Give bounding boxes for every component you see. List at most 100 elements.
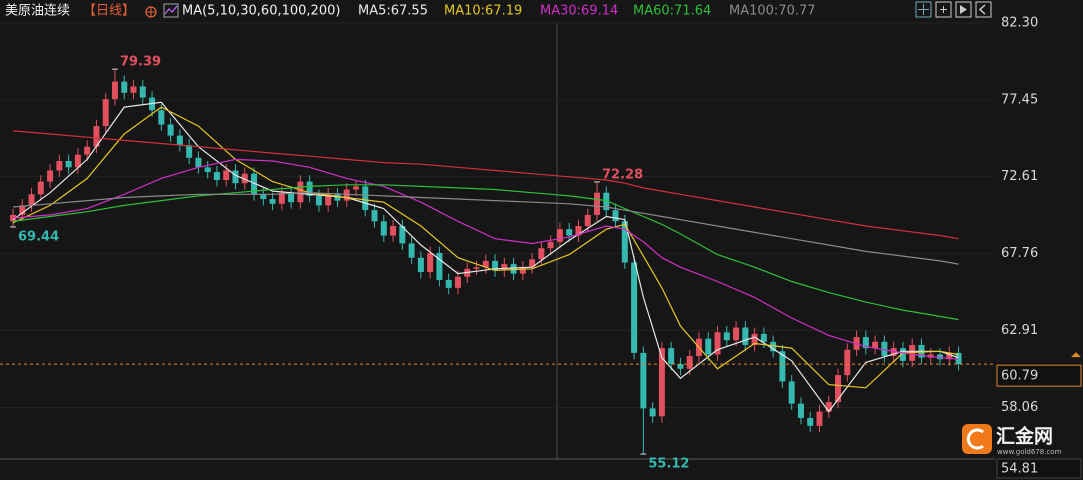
candle-body: [603, 192, 610, 211]
candle-body: [872, 341, 879, 349]
candle-body: [529, 259, 536, 268]
candle-body: [102, 99, 109, 127]
ma-line: [12, 101, 959, 413]
candle-body: [788, 381, 795, 404]
min-box: [996, 458, 1082, 479]
candle-body: [343, 189, 350, 201]
y-tick-label: 82.30: [1001, 16, 1038, 31]
candle-body: [334, 194, 341, 201]
annotation: 79.39: [120, 55, 161, 70]
candle-body: [566, 229, 573, 236]
candle-body: [510, 264, 517, 274]
candle-body: [816, 411, 823, 426]
candle-body: [93, 126, 100, 147]
candle-body: [473, 267, 480, 269]
legend-entry: MA5:67.55: [358, 4, 428, 19]
candle-body: [445, 279, 452, 288]
y-tick-label: 62.91: [1001, 323, 1038, 338]
period[interactable]: 【日线】: [83, 4, 135, 19]
candle-body: [65, 160, 72, 168]
toolbar[interactable]: [915, 1, 992, 18]
candle-body: [278, 192, 285, 204]
candle-body: [232, 170, 239, 184]
candle-body: [454, 276, 461, 288]
candle-body: [251, 173, 258, 195]
candle-body: [269, 199, 276, 204]
legend-entry: MA60:71.64: [633, 4, 711, 19]
y-tick-label: 72.61: [1001, 169, 1038, 184]
candle-body: [538, 248, 545, 260]
price-box: [996, 364, 1082, 387]
candle-body: [575, 226, 582, 236]
candle-body: [158, 110, 165, 125]
chart-title: 美原油连续: [5, 3, 70, 19]
candle-body: [260, 194, 267, 200]
candle-body: [937, 354, 943, 360]
indicator-icon[interactable]: [163, 3, 179, 18]
candle-body: [658, 348, 665, 417]
candle-body: [631, 262, 638, 353]
candle-body: [380, 221, 387, 236]
annotation: 55.12: [648, 457, 689, 472]
candle-body: [714, 332, 721, 355]
candle-body: [556, 229, 563, 242]
price-pointer: [1071, 352, 1081, 358]
candle-body: [640, 352, 647, 409]
candle-body: [492, 260, 499, 271]
candle-body: [955, 352, 962, 365]
candle-body: [213, 172, 220, 181]
candle-body: [352, 186, 359, 190]
candle-body: [241, 173, 248, 184]
candle-body: [807, 417, 814, 426]
candle-body: [121, 81, 128, 93]
legend-entry: MA10:67.19: [444, 4, 522, 19]
y-tick-label: 58.06: [1001, 400, 1038, 415]
candle-body: [899, 348, 906, 361]
candle-body: [779, 351, 786, 382]
candle-body: [594, 192, 601, 215]
candle-body: [47, 170, 54, 182]
price-label: 60.79: [1001, 369, 1038, 384]
ma-line: [12, 192, 959, 265]
candle-body: [139, 86, 146, 98]
add-icon[interactable]: [145, 6, 157, 18]
candle-body: [705, 338, 712, 355]
candle-body: [74, 154, 81, 168]
y-tick-label: 67.76: [1001, 246, 1038, 261]
candle-body: [825, 402, 832, 412]
watermark: 汇金网 www.gold678.com: [962, 424, 1062, 456]
candle-body: [315, 195, 322, 206]
candle-body: [946, 352, 953, 360]
annotation: 69.44: [18, 229, 59, 244]
candle-body: [297, 181, 304, 203]
candle-body: [167, 124, 174, 136]
candle-body: [890, 348, 897, 357]
candle-body: [742, 327, 749, 345]
candle-body: [56, 160, 63, 171]
candle-body: [195, 157, 202, 168]
candle-body: [751, 333, 758, 345]
ma-line: [12, 106, 959, 389]
candle-body: [427, 252, 434, 273]
candle-body: [204, 167, 211, 173]
watermark-url: www.gold678.com: [997, 448, 1062, 456]
candle-body: [176, 135, 183, 146]
candle-body: [28, 194, 35, 206]
candle-body: [408, 243, 415, 258]
candle-body: [417, 257, 424, 273]
ma-line: [12, 130, 959, 240]
candle-body: [19, 205, 26, 215]
legend-entry: MA30:69.14: [540, 4, 618, 19]
candle-body: [223, 170, 230, 181]
candle-body: [677, 363, 684, 369]
candle-body: [482, 260, 489, 268]
candle-body: [723, 332, 730, 341]
annotation: 72.28: [602, 167, 643, 182]
candle-body: [770, 341, 777, 352]
candle-body: [760, 333, 767, 342]
candle-body: [362, 186, 369, 211]
candle-body: [612, 210, 619, 222]
candle-body: [37, 181, 44, 195]
